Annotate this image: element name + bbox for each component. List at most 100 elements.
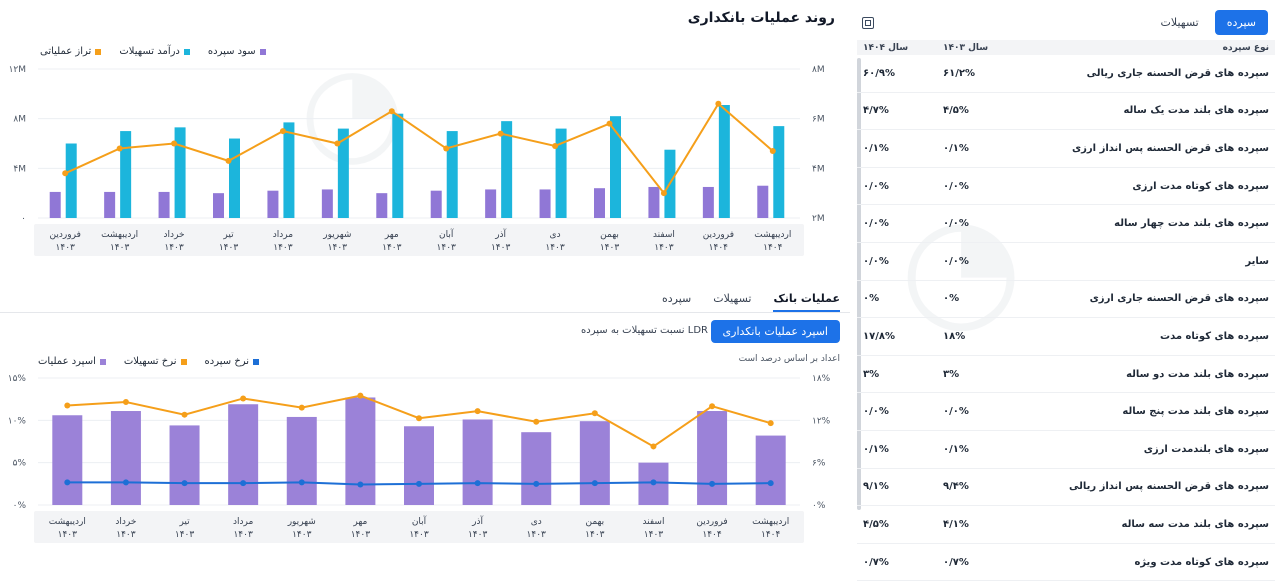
x-tick-month: مهر [352, 517, 367, 527]
ldr-link[interactable]: نسبت تسهیلات به سپرده LDR [581, 325, 708, 336]
row-value: ۴/۱% [943, 518, 969, 530]
bar-operation-spread [697, 411, 728, 505]
row-value: ۰/۰% [863, 406, 889, 418]
tab-bank-operations[interactable]: عملیات بانک [773, 292, 840, 312]
expand-icon[interactable] [862, 17, 874, 29]
row-value: ۴/۵% [943, 105, 969, 117]
table-header: نوع سپرده سال ۱۴۰۳ سال ۱۴۰۴ [857, 40, 1275, 55]
x-tick-year: ۱۴۰۴ [763, 243, 783, 253]
point-operating-balance [606, 120, 613, 127]
x-tick-year: ۱۴۰۳ [292, 530, 312, 540]
column-header: نوع سپرده [1222, 42, 1269, 53]
x-tick-month: دی [550, 230, 561, 240]
tab-facilities[interactable]: تسهیلات [713, 292, 752, 305]
x-tick-year: ۱۴۰۳ [437, 243, 457, 253]
bar-deposit-profit [321, 189, 333, 218]
left-tick-label: ۰ [21, 214, 26, 224]
point-operating-balance [334, 140, 341, 147]
x-tick-year: ۱۴۰۳ [116, 530, 136, 540]
bar-facility-income [337, 128, 349, 218]
row-value: ۰/۰% [863, 180, 889, 192]
bar-operation-spread [462, 419, 493, 505]
bar-deposit-profit [539, 189, 551, 218]
x-tick-month: اردیبهشت [752, 517, 789, 527]
x-tick-year: ۱۴۰۳ [328, 243, 348, 253]
bar-deposit-profit [49, 191, 61, 218]
percent-note: اعداد بر اساس درصد است [738, 354, 840, 364]
x-tick-month: شهریور [322, 230, 351, 240]
scrollbar[interactable] [857, 58, 861, 510]
legend-item[interactable]: اسپرد عملیات [38, 356, 106, 367]
row-label: سایر [1245, 255, 1269, 267]
tab-deposit[interactable]: سپرده [1214, 10, 1268, 35]
bar-operation-spread [404, 426, 434, 505]
bar-operation-spread [755, 435, 786, 505]
table-row: سپرده های بلند مدت سه ساله ۴/۱% ۴/۵% [857, 506, 1275, 544]
legend-item[interactable]: تراز عملیاتی [40, 46, 102, 57]
legend-item[interactable]: نرخ سپرده [205, 356, 260, 367]
x-tick-month: بهمن [600, 230, 619, 240]
row-value: ۰/۱% [943, 443, 969, 455]
row-value: ۹/۴% [943, 481, 969, 493]
table-row: سپرده های قرض الحسنه پس انداز ریالی ۹/۴% ۹… [857, 469, 1275, 507]
right-tick-label: ۰% [812, 501, 826, 511]
x-tick-year: ۱۴۰۳ [654, 243, 674, 253]
bar-deposit-profit [158, 191, 170, 218]
row-label: سپرده های کوتاه مدت ویژه [1134, 556, 1269, 568]
x-tick-month: تیر [222, 230, 234, 240]
x-tick-year: ۱۴۰۳ [164, 243, 184, 253]
row-value: ۹/۱% [863, 481, 889, 493]
table-row: سپرده های قرض الحسنه جاری ارزی ۰% ۰% [857, 281, 1275, 319]
table-row: سپرده های قرض الحسنه پس انداز ارزی ۰/۱% ۰/… [857, 130, 1275, 168]
bar-deposit-profit [702, 186, 714, 218]
top-chart-legend: تراز عملیاتی درآمد تسهیلات سود سپرده [40, 46, 266, 57]
bar-deposit-profit [594, 188, 605, 218]
tab-facility[interactable]: تسهیلات [1149, 10, 1211, 35]
bar-facility-income [501, 121, 513, 218]
x-tick-year: ۱۴۰۳ [585, 530, 605, 540]
row-label: سپرده های کوتاه مدت [1160, 330, 1269, 342]
point-facility-rate [709, 403, 716, 410]
point-operating-balance [497, 130, 504, 137]
line-operating-balance [64, 102, 774, 195]
legend-label: اسپرد عملیات [38, 356, 96, 367]
x-tick-month: شهریور [287, 517, 316, 527]
point-operating-balance [279, 128, 286, 135]
x-tick-year: ۱۴۰۴ [702, 530, 722, 540]
bar-operation-spread [228, 404, 259, 505]
right-tick-label: ۴M [812, 164, 825, 174]
bar-operation-spread [345, 397, 376, 505]
spread-button[interactable]: اسپرد عملیات بانکداری [710, 320, 840, 343]
x-tick-month: فروردین [50, 230, 81, 240]
row-value: ۰/۷% [943, 556, 969, 568]
table-row: سپرده های بلندمدت ارزی ۰/۱% ۰/۱% [857, 431, 1275, 469]
x-tick-year: ۱۴۰۳ [545, 243, 565, 253]
tab-deposits[interactable]: سپرده [661, 292, 692, 305]
right-tick-label: ۶% [812, 459, 826, 469]
x-tick-month: اردیبهشت [49, 517, 86, 527]
point-facility-rate [416, 415, 422, 422]
legend-item[interactable]: نرخ تسهیلات [124, 356, 187, 367]
column-header: سال ۱۴۰۳ [943, 42, 989, 53]
row-value: ۶۰/۹% [863, 67, 895, 79]
row-value: ۳% [943, 368, 960, 380]
left-tick-label: ۴M [13, 164, 26, 174]
x-axis-band [34, 511, 804, 543]
bar-facility-income [610, 116, 621, 218]
bar-operation-spread [52, 415, 83, 505]
row-label: سپرده های بلند مدت پنج ساله [1122, 406, 1269, 418]
point-facility-rate [122, 398, 129, 405]
table-body: سپرده های قرض الحسنه جاری ریالی ۶۱/۲% ۶۰/۹… [857, 55, 1275, 581]
bar-deposit-profit [430, 190, 442, 218]
table-row: سایر ۰/۰% ۰/۰% [857, 243, 1275, 281]
x-tick-year: ۱۴۰۳ [382, 243, 402, 253]
x-tick-year: ۱۴۰۳ [409, 530, 429, 540]
right-tick-label: ۱۸% [812, 374, 831, 384]
legend-item[interactable]: سود سپرده [208, 46, 266, 57]
legend-item[interactable]: درآمد تسهیلات [119, 46, 190, 57]
point-deposit-rate [709, 480, 716, 487]
point-deposit-rate [181, 480, 188, 487]
bar-deposit-profit [485, 189, 497, 218]
table-row: سپرده های کوتاه مدت ویژه ۰/۷% ۰/۷% [857, 544, 1275, 581]
x-tick-month: آذر [471, 515, 483, 527]
